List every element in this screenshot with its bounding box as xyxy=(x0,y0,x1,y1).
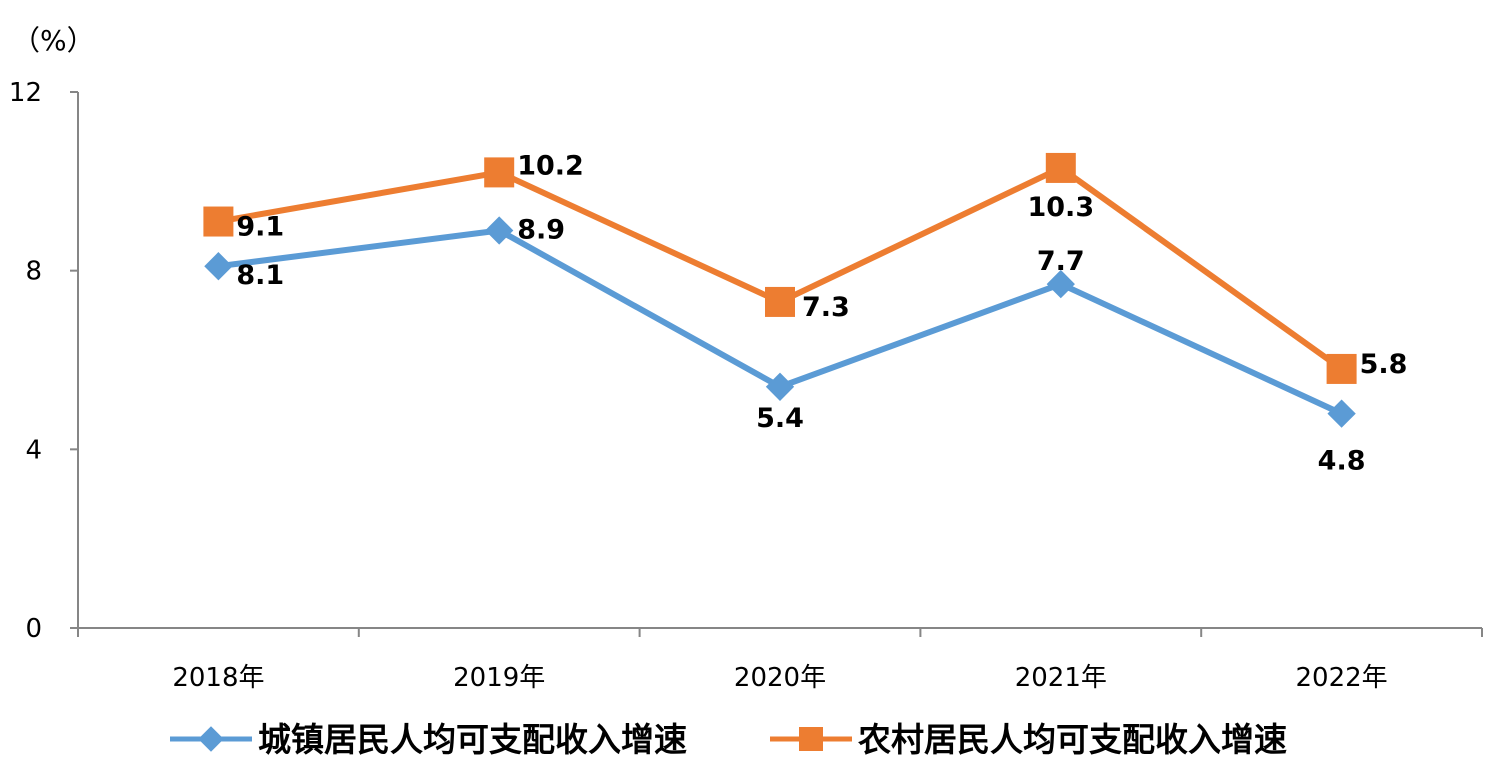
marker-square xyxy=(203,206,234,237)
marker-diamond xyxy=(1327,399,1356,428)
data-labels: 8.1 8.9 5.4 7.7 4.8 9.1 10.2 7.3 10.3 5.8 xyxy=(236,150,1407,476)
x-tick-label: 2020年 xyxy=(734,663,826,693)
marker-diamond xyxy=(204,252,233,281)
data-label: 10.3 xyxy=(1027,192,1094,223)
x-tick-label: 2018年 xyxy=(172,663,264,693)
data-label: 7.3 xyxy=(802,292,850,323)
x-tick-label: 2021年 xyxy=(1015,663,1107,693)
data-label: 5.8 xyxy=(1360,349,1408,380)
marker-square xyxy=(1045,152,1076,183)
y-unit-label: （%） xyxy=(12,24,95,57)
data-label: 5.4 xyxy=(756,403,804,434)
data-label: 9.1 xyxy=(236,212,284,243)
data-label: 7.7 xyxy=(1037,246,1085,277)
data-label: 4.8 xyxy=(1318,446,1366,477)
legend-label-rural: 农村居民人均可支配收入增速 xyxy=(858,720,1287,759)
legend-marker-rural xyxy=(799,727,823,751)
y-tick-label: 12 xyxy=(9,78,42,108)
marker-square xyxy=(484,157,515,188)
y-tick-label: 8 xyxy=(25,257,42,287)
x-tick-label: 2022年 xyxy=(1296,663,1388,693)
data-label: 8.1 xyxy=(236,260,284,291)
data-label: 8.9 xyxy=(517,214,565,245)
legend-marker-urban xyxy=(198,726,224,752)
marker-diamond xyxy=(1046,269,1075,299)
data-label: 10.2 xyxy=(517,150,584,181)
y-tick-label: 4 xyxy=(25,435,42,465)
marker-square xyxy=(765,286,795,317)
legend: 城镇居民人均可支配收入增速 农村居民人均可支配收入增速 xyxy=(170,720,1287,759)
marker-square xyxy=(1326,353,1357,384)
axes: 0 4 8 12 2018年 2019年 2020年 2021年 2022年 xyxy=(9,78,1483,693)
y-tick-label: 0 xyxy=(25,614,42,644)
x-tick-label: 2019年 xyxy=(453,663,545,693)
marker-diamond xyxy=(485,216,514,245)
marker-diamond xyxy=(765,372,795,401)
legend-label-urban: 城镇居民人均可支配收入增速 xyxy=(258,720,687,759)
